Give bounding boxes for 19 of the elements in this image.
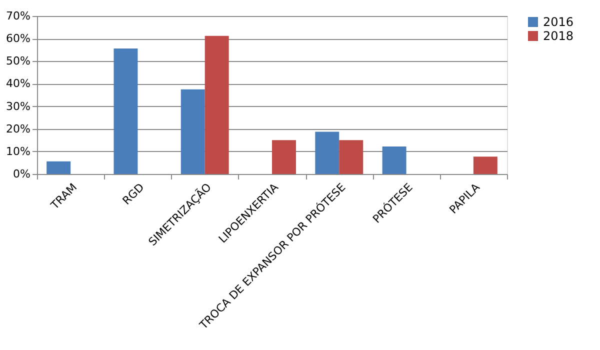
y-tick-label: 20%	[6, 122, 30, 136]
bar	[473, 156, 498, 174]
bar	[382, 146, 406, 174]
legend-label: 2018	[543, 29, 574, 43]
bar	[315, 132, 340, 174]
y-tick-label: 40%	[6, 77, 30, 90]
bar	[272, 140, 296, 174]
y-tick-label: 70%	[6, 10, 30, 22]
y-tick-label: 0%	[13, 168, 30, 180]
y-tick-label: 30%	[6, 100, 30, 113]
bar	[114, 48, 138, 174]
bar	[339, 140, 364, 174]
bar	[180, 89, 205, 174]
y-tick-label: 50%	[6, 54, 30, 68]
y-tick-label: 10%	[6, 144, 30, 158]
bar	[204, 36, 229, 174]
bar	[46, 161, 71, 174]
legend-label: 2016	[543, 15, 574, 29]
y-tick-label: 60%	[6, 32, 30, 46]
